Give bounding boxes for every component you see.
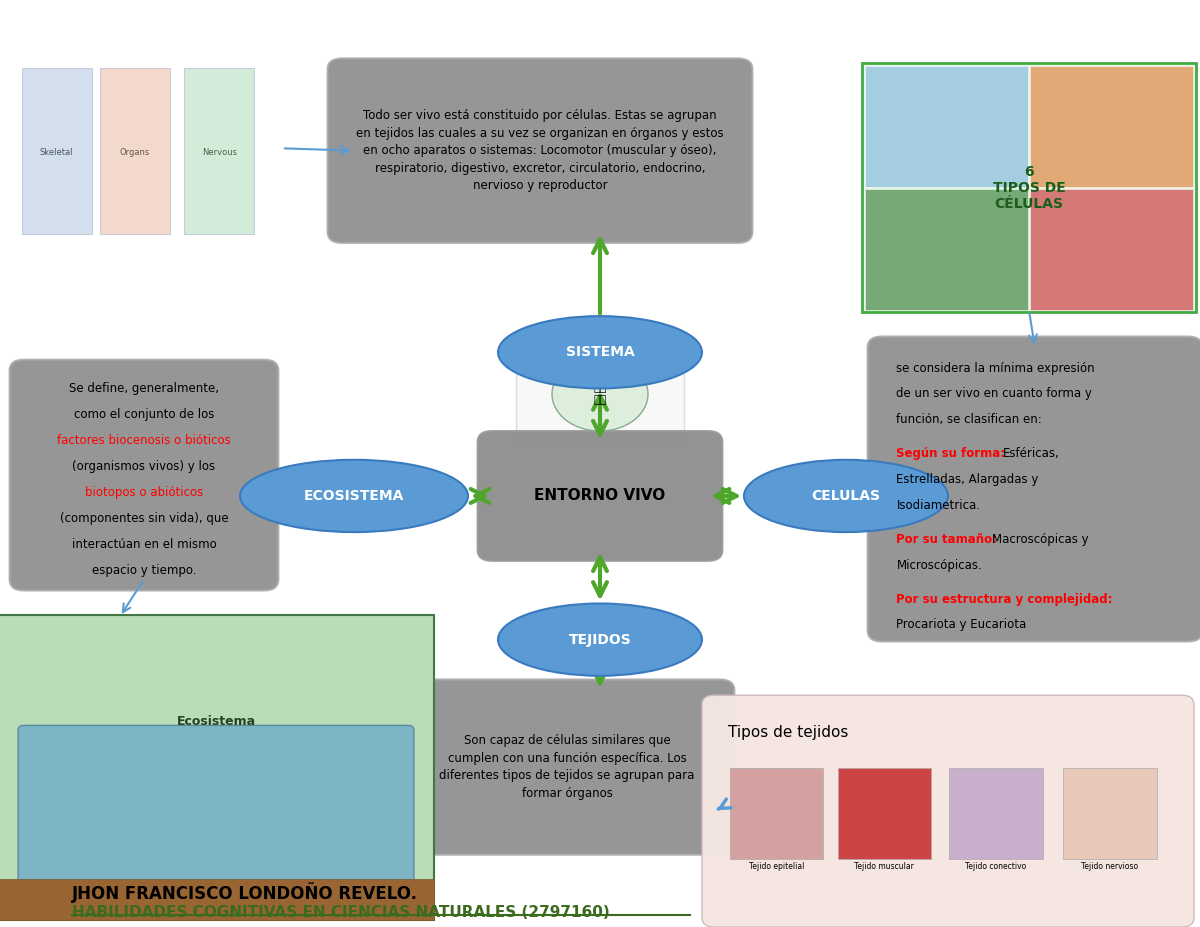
Text: Organs: Organs	[119, 148, 150, 158]
Text: Skeletal: Skeletal	[40, 148, 73, 158]
Circle shape	[552, 357, 648, 431]
FancyBboxPatch shape	[865, 189, 1027, 310]
FancyBboxPatch shape	[100, 68, 170, 234]
Text: Isodiametrica.: Isodiametrica.	[896, 499, 980, 512]
FancyBboxPatch shape	[516, 343, 684, 444]
Text: Por su tamaño:: Por su tamaño:	[896, 533, 1002, 546]
Text: Son capaz de células similares que
cumplen con una función específica. Los
difer: Son capaz de células similares que cumpl…	[439, 734, 695, 800]
Text: Todo ser vivo está constituido por células. Estas se agrupan
en tejidos las cual: Todo ser vivo está constituido por célul…	[356, 109, 724, 192]
Text: Según su forma:: Según su forma:	[896, 447, 1009, 460]
FancyBboxPatch shape	[22, 68, 92, 234]
Text: TEJIDOS: TEJIDOS	[569, 632, 631, 647]
Text: factores biocenosis o bióticos: factores biocenosis o bióticos	[58, 434, 230, 447]
Text: (componentes sin vida), que: (componentes sin vida), que	[60, 512, 228, 525]
FancyBboxPatch shape	[838, 768, 931, 859]
Text: Ecosistema: Ecosistema	[176, 716, 256, 729]
FancyBboxPatch shape	[328, 58, 752, 243]
Text: ECOSISTEMA: ECOSISTEMA	[304, 489, 404, 503]
Text: Se define, generalmente,: Se define, generalmente,	[70, 382, 220, 395]
Text: de un ser vivo en cuanto forma y: de un ser vivo en cuanto forma y	[896, 387, 1092, 400]
Text: función, se clasifican en:: función, se clasifican en:	[896, 413, 1042, 426]
Text: 🌿🦁
🐘🦋: 🌿🦁 🐘🦋	[593, 383, 607, 405]
FancyBboxPatch shape	[10, 360, 278, 590]
FancyBboxPatch shape	[1030, 66, 1193, 187]
Text: Nervous: Nervous	[202, 148, 238, 158]
Ellipse shape	[240, 460, 468, 532]
Text: Tejido nervioso: Tejido nervioso	[1081, 862, 1139, 871]
Text: Procariota y Eucariota: Procariota y Eucariota	[896, 618, 1027, 631]
Ellipse shape	[498, 316, 702, 388]
Text: interactúan en el mismo: interactúan en el mismo	[72, 538, 216, 551]
Ellipse shape	[498, 603, 702, 676]
Text: (organismos vivos) y los: (organismos vivos) y los	[72, 460, 216, 473]
FancyBboxPatch shape	[184, 68, 254, 234]
FancyBboxPatch shape	[730, 768, 823, 859]
Text: 6
TIPOS DE
CÉLULAS: 6 TIPOS DE CÉLULAS	[992, 164, 1066, 211]
Text: como el conjunto de los: como el conjunto de los	[74, 408, 214, 421]
Text: Tejido conectivo: Tejido conectivo	[965, 862, 1027, 871]
Text: se considera la mínima expresión: se considera la mínima expresión	[896, 362, 1096, 375]
FancyBboxPatch shape	[865, 66, 1027, 187]
Text: Por su estructura y complejidad:: Por su estructura y complejidad:	[896, 592, 1112, 605]
Text: Estrelladas, Alargadas y: Estrelladas, Alargadas y	[896, 473, 1039, 486]
Text: SISTEMA: SISTEMA	[565, 345, 635, 360]
Text: Tipos de tejidos: Tipos de tejidos	[728, 725, 848, 740]
Text: Tejido epitelial: Tejido epitelial	[749, 862, 804, 871]
FancyBboxPatch shape	[862, 63, 1196, 312]
Text: Esféricas,: Esféricas,	[1003, 447, 1060, 460]
Text: espacio y tiempo.: espacio y tiempo.	[91, 564, 197, 577]
Text: HABILIDADES COGNITIVAS EN CIENCIAS NATURALES (2797160): HABILIDADES COGNITIVAS EN CIENCIAS NATUR…	[72, 905, 610, 920]
Text: ENTORNO VIVO: ENTORNO VIVO	[534, 489, 666, 503]
FancyBboxPatch shape	[0, 879, 434, 920]
FancyBboxPatch shape	[0, 615, 434, 920]
FancyBboxPatch shape	[18, 725, 414, 885]
FancyBboxPatch shape	[1063, 768, 1157, 859]
Text: biotopos o abióticos: biotopos o abióticos	[85, 486, 203, 499]
FancyBboxPatch shape	[868, 337, 1200, 641]
FancyBboxPatch shape	[1030, 189, 1193, 310]
Text: CELULAS: CELULAS	[811, 489, 881, 503]
FancyBboxPatch shape	[400, 679, 734, 855]
FancyBboxPatch shape	[478, 431, 722, 561]
Text: Microscópicas.: Microscópicas.	[896, 559, 982, 572]
FancyBboxPatch shape	[702, 695, 1194, 927]
Text: JHON FRANCISCO LONDOÑO REVELO.: JHON FRANCISCO LONDOÑO REVELO.	[72, 883, 418, 904]
FancyBboxPatch shape	[949, 768, 1043, 859]
Text: Tejido muscular: Tejido muscular	[854, 862, 914, 871]
Text: Macroscópicas y: Macroscópicas y	[992, 533, 1090, 546]
Ellipse shape	[744, 460, 948, 532]
